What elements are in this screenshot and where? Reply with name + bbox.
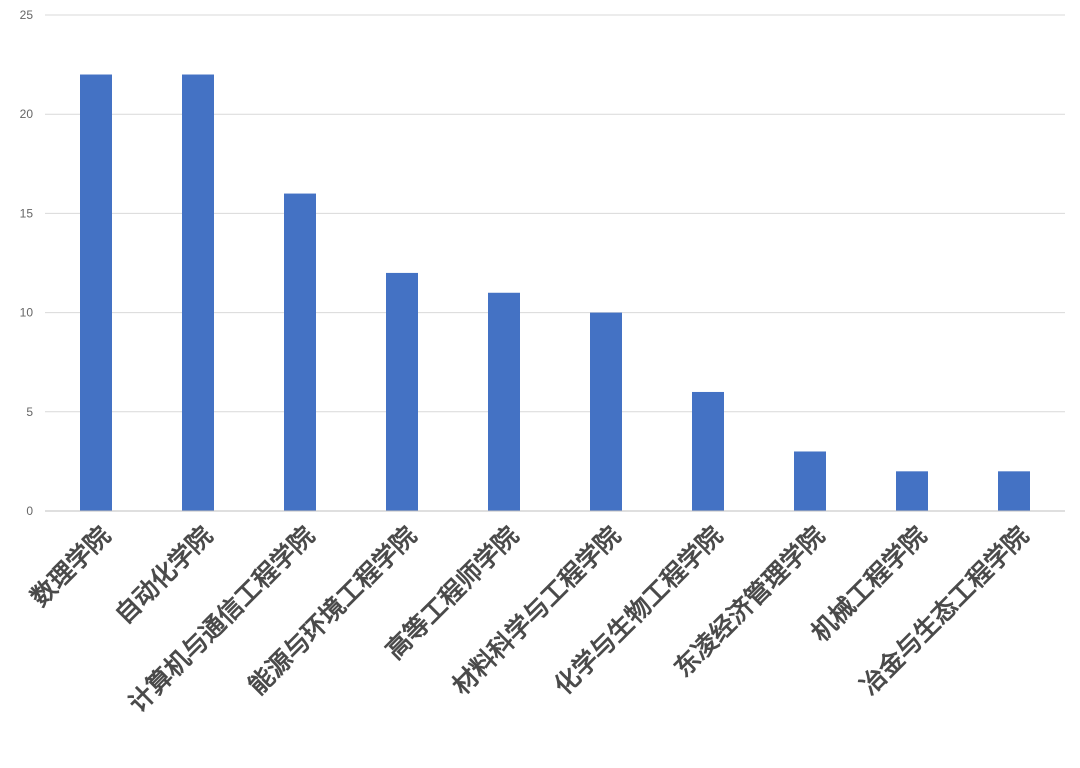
x-tick-label: 能源与环境工程学院 [243, 521, 423, 701]
y-tick-label: 20 [20, 107, 34, 121]
y-tick-label: 5 [26, 405, 33, 419]
x-tick-label: 自动化学院 [109, 521, 218, 630]
y-axis-ticks: 0 5 10 15 20 25 [20, 8, 34, 518]
bar [692, 391, 724, 511]
bar [794, 451, 826, 511]
gridlines [45, 14, 1065, 413]
bar [284, 193, 316, 511]
bar [488, 292, 520, 511]
bar [80, 74, 112, 512]
x-axis-labels: 数理学院自动化学院计算机与通信工程学院能源与环境工程学院高等工程师学院材料科学与… [25, 521, 1034, 718]
x-tick-label: 计算机与通信工程学院 [123, 521, 320, 718]
y-tick-label: 10 [20, 306, 34, 320]
bar [896, 471, 928, 511]
bar [590, 312, 622, 511]
x-tick-label: 冶金与生态工程学院 [855, 521, 1035, 701]
x-tick-label: 材料科学与工程学院 [447, 521, 627, 701]
y-tick-label: 25 [20, 8, 34, 22]
bar [998, 471, 1030, 511]
y-tick-label: 0 [26, 504, 33, 518]
bars [80, 74, 1030, 512]
y-tick-label: 15 [20, 206, 34, 220]
x-tick-label: 数理学院 [25, 521, 116, 612]
x-tick-label: 化学与生物工程学院 [549, 521, 729, 701]
bar [182, 74, 214, 512]
bar [386, 272, 418, 511]
